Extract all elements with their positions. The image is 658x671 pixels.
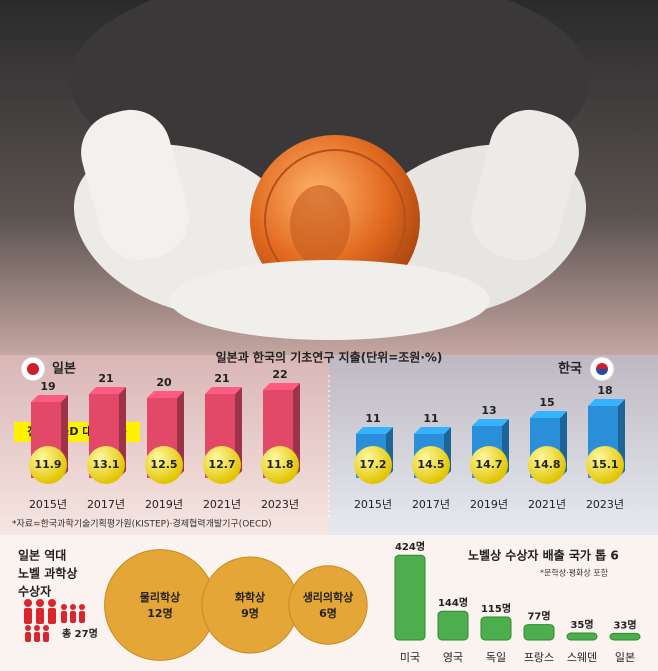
bar-value-label: 15 (539, 396, 554, 409)
bubble (201, 556, 299, 654)
column-category-label: 스웨덴 (567, 651, 597, 664)
ratio-marker (87, 446, 125, 484)
bubble-title: 노벨 과학상 (18, 566, 77, 581)
bar-top (530, 411, 567, 418)
column (394, 554, 426, 641)
ratio-label: 12.5 (150, 458, 177, 471)
bubble-title: 일본 역대 (18, 548, 66, 563)
column-value-label: 424명 (395, 540, 425, 553)
bubble-value-label: 9명 (241, 606, 259, 620)
column (566, 632, 598, 641)
korea-flag-top (596, 363, 608, 369)
x-tick-label: 2023년 (261, 498, 299, 511)
ratio-marker (29, 446, 67, 484)
ratio-label: 11.8 (266, 458, 293, 471)
bar-value-label: 11 (423, 412, 438, 425)
ratio-marker (354, 446, 392, 484)
bubble (104, 549, 216, 661)
chart-title: 일본과 한국의 기초연구 지출(단위=조원·%) (216, 350, 443, 365)
total-label: 총 27명 (62, 627, 98, 640)
ratio-marker (528, 446, 566, 484)
ratio-marker (261, 446, 299, 484)
bubble-title: 수상자 (18, 584, 51, 599)
column-value-label: 33명 (613, 618, 636, 631)
ratio-label: 13.1 (92, 458, 119, 471)
bar-value-label: 13 (481, 404, 496, 417)
ratio-label: 14.5 (417, 458, 444, 471)
ratio-label: 17.2 (359, 458, 386, 471)
countries-title: 노벨상 수상자 배출 국가 톱 6 (468, 548, 619, 563)
japan-flag-dot (27, 363, 39, 375)
ratio-marker (586, 446, 624, 484)
bubble-label: 생리의학상 (303, 590, 354, 604)
column (609, 632, 641, 641)
bar-top (31, 395, 68, 402)
column (523, 624, 555, 641)
bubble-label: 물리학상 (140, 590, 180, 604)
x-tick-label: 2021년 (528, 498, 566, 511)
bubble-value-label: 6명 (319, 606, 337, 620)
ratio-label: 14.8 (533, 458, 560, 471)
x-tick-label: 2019년 (145, 498, 183, 511)
x-tick-label: 2015년 (29, 498, 67, 511)
x-tick-label: 2023년 (586, 498, 624, 511)
x-tick-label: 2019년 (470, 498, 508, 511)
bar-top (356, 427, 393, 434)
bar-value-label: 18 (597, 384, 612, 397)
bar-value-label: 19 (40, 380, 55, 393)
column (437, 610, 469, 641)
ratio-marker (203, 446, 241, 484)
bar-value-label: 20 (156, 376, 172, 389)
column-value-label: 35명 (570, 618, 593, 631)
bar-value-label: 11 (365, 412, 380, 425)
bar-top (89, 387, 126, 394)
column-category-label: 독일 (486, 650, 506, 664)
x-tick-label: 2017년 (412, 498, 450, 511)
column-value-label: 144명 (438, 596, 468, 609)
korea-flag-bottom (596, 369, 608, 375)
japan-label: 일본 (52, 362, 76, 377)
photo (0, 0, 658, 360)
bubble-label: 화학상 (235, 590, 265, 604)
x-tick-label: 2017년 (87, 498, 125, 511)
ratio-marker (470, 446, 508, 484)
column-category-label: 일본 (615, 650, 635, 664)
ratio-label: 15.1 (591, 458, 618, 471)
ratio-label: 12.7 (208, 458, 235, 471)
bar-top (263, 383, 300, 390)
bubble (288, 565, 368, 645)
bar-top (205, 387, 242, 394)
bar-value-label: 22 (272, 368, 287, 381)
ratio-marker (145, 446, 183, 484)
bar-top (414, 427, 451, 434)
column-value-label: 77명 (527, 610, 550, 623)
source: *자료=한국과학기술기획평가원(KISTEP)·경제협력개발기구(OECD) (12, 518, 272, 530)
bar-top (147, 391, 184, 398)
people-icons (24, 599, 85, 642)
column (480, 616, 512, 641)
x-tick-label: 2021년 (203, 498, 241, 511)
ratio-marker (412, 446, 450, 484)
ratio-label: 11.9 (34, 458, 61, 471)
bar-top (588, 399, 625, 406)
bar-top (472, 419, 509, 426)
bar-value-label: 21 (98, 372, 113, 385)
column-category-label: 미국 (400, 651, 420, 664)
bar-value-label: 21 (214, 372, 229, 385)
column-category-label: 영국 (443, 651, 463, 664)
countries-note: *문학상·평화상 포함 (540, 568, 609, 578)
korea-label: 한국 (558, 361, 582, 377)
column-category-label: 프랑스 (524, 651, 554, 664)
x-tick-label: 2015년 (354, 498, 392, 511)
column-value-label: 115명 (481, 602, 511, 615)
bubble-value-label: 12명 (147, 606, 172, 620)
ratio-label: 14.7 (475, 458, 502, 471)
